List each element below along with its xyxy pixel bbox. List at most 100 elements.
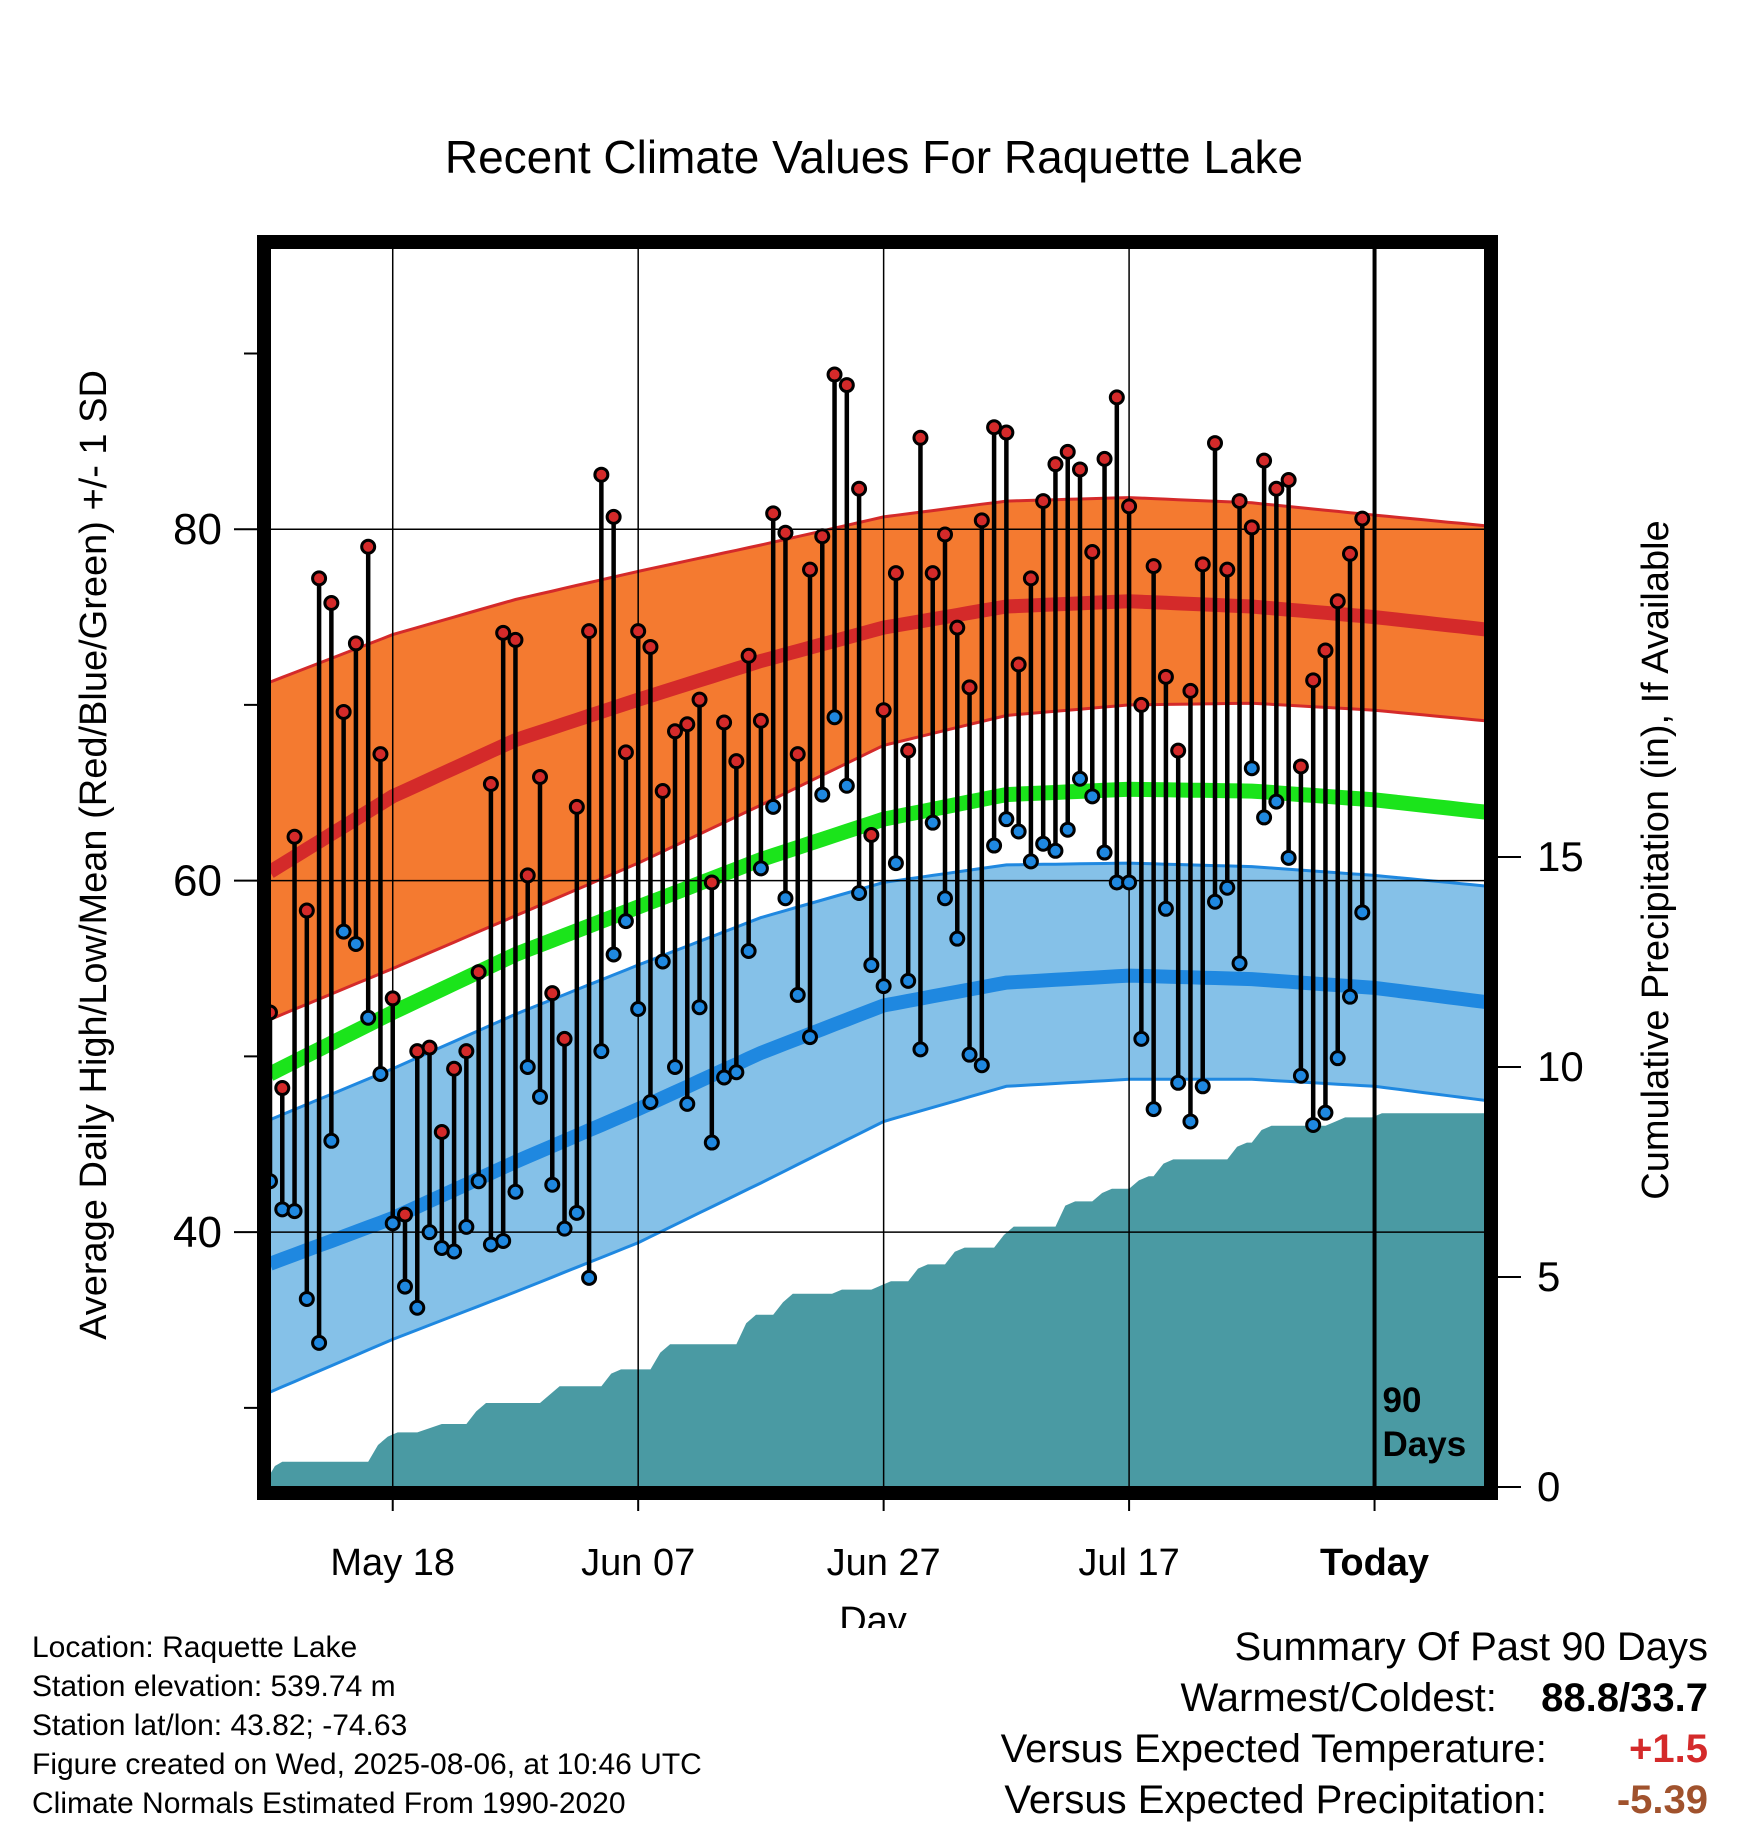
- temp-row: Versus Expected Temperature: +1.5: [1001, 1724, 1708, 1775]
- daily-low-point: [1207, 893, 1223, 910]
- daily-high-point: [1108, 389, 1125, 406]
- daily-high-point: [421, 1039, 438, 1056]
- daily-high-point: [802, 561, 818, 578]
- daily-low-point: [863, 957, 880, 974]
- daily-low-point: [691, 999, 708, 1016]
- daily-high-point: [274, 1080, 291, 1097]
- daily-low-point: [826, 709, 843, 726]
- daily-high-point: [1231, 493, 1248, 510]
- daily-low-point: [973, 1057, 990, 1074]
- daily-high-point: [1292, 758, 1309, 775]
- daily-low-point: [372, 1066, 389, 1082]
- y2-tick-label: 15: [1537, 833, 1584, 880]
- daily-high-point: [1182, 682, 1199, 699]
- daily-high-point: [949, 619, 966, 636]
- daily-high-point: [1072, 461, 1088, 478]
- daily-low-point: [1243, 760, 1260, 777]
- daily-high-point: [605, 508, 622, 525]
- daily-high-point: [1084, 544, 1101, 561]
- daily-high-point: [360, 538, 377, 555]
- daily-high-point: [1354, 510, 1371, 527]
- daily-low-point: [1157, 900, 1174, 917]
- daily-low-point: [667, 1058, 683, 1075]
- precip-row: Versus Expected Precipitation: -5.39: [1001, 1775, 1708, 1826]
- warm-cold-value: 88.8/33.7: [1541, 1676, 1708, 1720]
- daily-low-point: [752, 860, 769, 877]
- today-days-label-word: Days: [1383, 1425, 1467, 1464]
- y-axis-label: Average Daily High/Low/Mean (Red/Blue/Gr…: [73, 370, 115, 1340]
- daily-low-point: [1231, 955, 1248, 972]
- temp-label: Versus Expected Temperature:: [1000, 1727, 1547, 1771]
- daily-low-point: [1096, 844, 1113, 861]
- daily-low-point: [630, 1000, 647, 1017]
- precip-area: [270, 1113, 1485, 1487]
- daily-high-point: [470, 964, 487, 981]
- daily-high-point: [863, 826, 880, 843]
- created-line: Figure created on Wed, 2025-08-06, at 10…: [32, 1748, 702, 1781]
- warm-cold-label: Warmest/Coldest:: [1180, 1676, 1497, 1720]
- daily-high-point: [1145, 558, 1162, 575]
- daily-high-point: [752, 712, 769, 729]
- daily-high-point: [1010, 656, 1027, 673]
- daily-high-point: [1170, 742, 1187, 759]
- daily-high-point: [765, 505, 782, 522]
- latlon-line: Station lat/lon: 43.82; -74.63: [32, 1709, 408, 1742]
- daily-low-point: [605, 946, 622, 963]
- daily-high-point: [593, 466, 610, 483]
- high-sd-band-lower-edge: [270, 701, 1485, 1021]
- high-sd-band-upper-edge: [270, 496, 1485, 684]
- daily-high-point: [728, 753, 745, 770]
- daily-high-point: [1047, 456, 1064, 473]
- low-sd-band-upper-edge: [270, 861, 1485, 1122]
- daily-low-point: [1292, 1067, 1309, 1084]
- plot-frame: [257, 235, 1498, 1500]
- daily-low-point: [838, 777, 855, 794]
- daily-high-point: [1096, 450, 1113, 467]
- daily-high-point: [998, 424, 1015, 441]
- y2-axis-label: Cumulative Precipitation (in), If Availa…: [1635, 520, 1677, 1199]
- daily-high-point: [1280, 471, 1297, 488]
- daily-low-point: [912, 1041, 929, 1058]
- daily-high-point: [347, 635, 364, 652]
- daily-high-point: [1342, 545, 1358, 562]
- daily-low-point: [409, 1299, 426, 1316]
- daily-low-point: [1305, 1116, 1322, 1133]
- daily-high-point: [335, 703, 352, 720]
- daily-low-point: [679, 1095, 696, 1112]
- daily-low-point: [961, 1046, 978, 1063]
- daily-low-point: [1182, 1113, 1199, 1130]
- y2-tick-label: 5: [1537, 1253, 1560, 1300]
- x-tick-label: Today: [1320, 1542, 1429, 1584]
- daily-high-point: [1059, 443, 1076, 460]
- high-sd-band: [270, 497, 1485, 1020]
- daily-low-point: [1010, 823, 1027, 840]
- daily-high-point: [617, 744, 634, 761]
- daily-low-point: [311, 1334, 328, 1351]
- normals-line: Climate Normals Estimated From 1990-2020: [32, 1787, 626, 1820]
- low-sd-band: [270, 863, 1485, 1393]
- daily-low-point: [519, 1058, 536, 1075]
- x-tick-label: Jun 07: [581, 1542, 695, 1584]
- daily-low-point: [617, 913, 634, 930]
- daily-high-point: [630, 623, 647, 640]
- daily-low-point: [1035, 835, 1052, 852]
- daily-low-point: [1121, 874, 1138, 891]
- daily-low-point: [556, 1220, 573, 1237]
- daily-low-point: [1329, 1050, 1346, 1067]
- y2-tick-label: 10: [1537, 1043, 1584, 1090]
- normal-high-line: [270, 594, 1485, 878]
- precip-value: -5.39: [1616, 1778, 1708, 1822]
- daily-low-point: [1268, 793, 1285, 810]
- daily-low-point: [654, 953, 671, 970]
- daily-high-point: [495, 624, 512, 641]
- x-axis-label: Day: [839, 1600, 907, 1628]
- daily-low-point: [397, 1278, 413, 1295]
- low-sd-band-lower-edge: [270, 1077, 1485, 1394]
- daily-low-point: [323, 1132, 340, 1149]
- station-info: Location: Raquette Lake Station elevatio…: [32, 1628, 702, 1823]
- daily-high-point: [433, 1123, 450, 1140]
- daily-low-point: [347, 935, 364, 952]
- daily-low-point: [998, 811, 1015, 828]
- daily-high-point: [384, 990, 401, 1007]
- daily-low-point: [532, 1088, 548, 1105]
